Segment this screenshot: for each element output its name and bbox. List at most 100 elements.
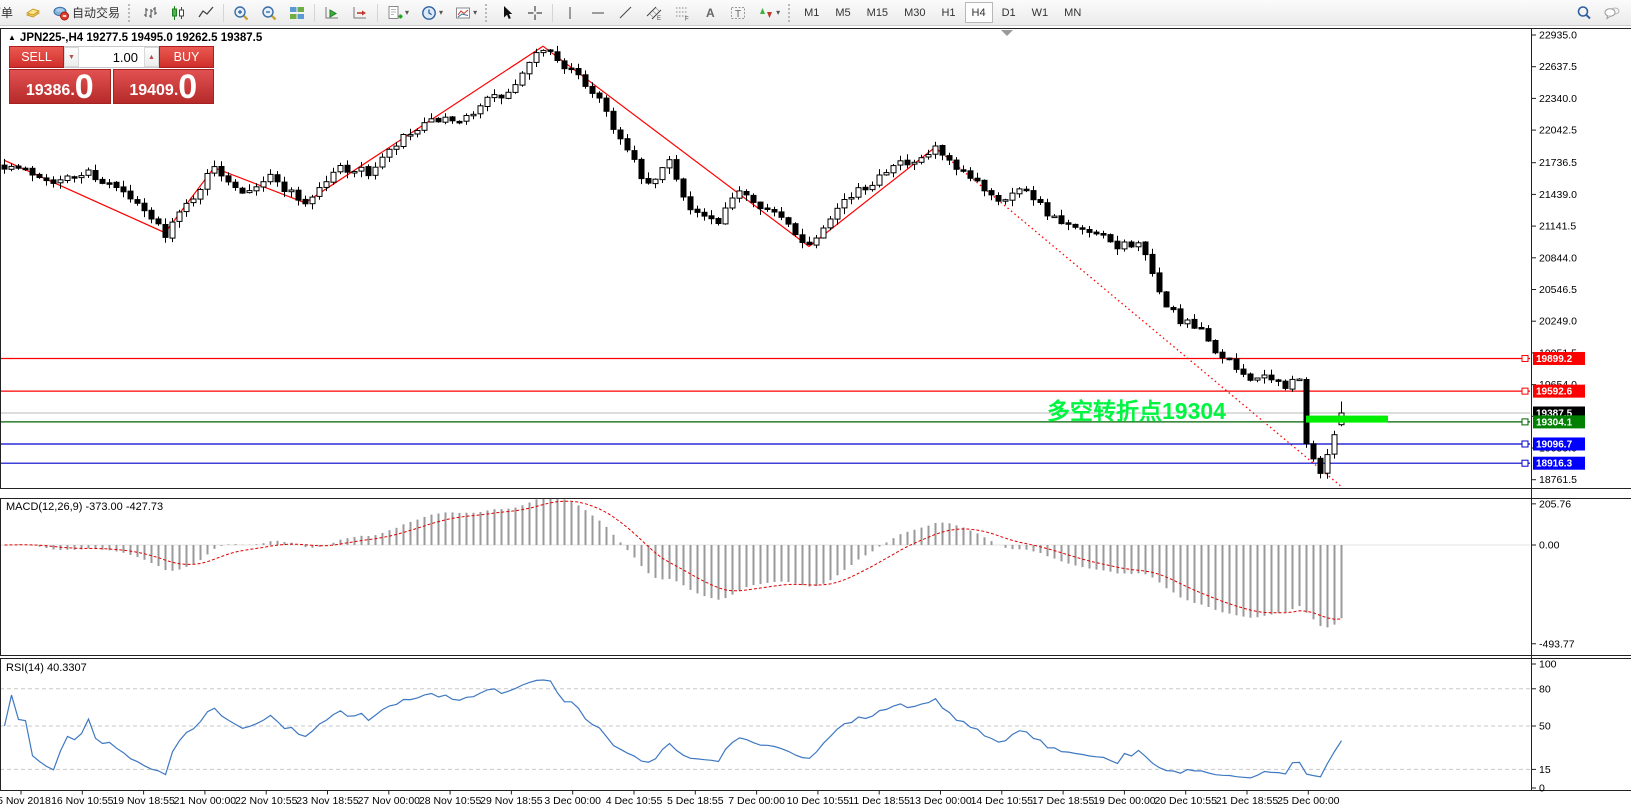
chat-button[interactable] xyxy=(1599,2,1625,23)
volume-increase-button[interactable]: ▲ xyxy=(144,47,159,67)
buy-button[interactable]: BUY xyxy=(159,46,214,68)
auto-scroll-button[interactable] xyxy=(319,2,345,23)
chat-icon xyxy=(1604,5,1620,21)
candle xyxy=(407,134,414,137)
svg-text:22637.5: 22637.5 xyxy=(1539,61,1577,73)
text-label-button[interactable]: T xyxy=(725,2,751,23)
candle xyxy=(1184,319,1191,325)
vertical-line-button[interactable] xyxy=(557,2,583,23)
tile-windows-button[interactable] xyxy=(284,2,310,23)
main-chart-layer: 多空转折点19304 xyxy=(1,45,1530,487)
chart-shift-marker[interactable] xyxy=(1001,30,1013,36)
chart-shift-button[interactable] xyxy=(347,2,373,23)
candle xyxy=(1303,379,1310,444)
candles-layer xyxy=(1,45,1345,479)
crosshair-button[interactable] xyxy=(522,2,548,23)
zoom-in-button[interactable] xyxy=(228,2,254,23)
candle xyxy=(400,134,407,147)
candle xyxy=(568,67,575,71)
tab-timeframe-m5[interactable]: M5 xyxy=(828,2,857,23)
horizontal-line-button[interactable] xyxy=(585,2,611,23)
macd-layer xyxy=(1,499,1530,628)
svg-text:27 Nov 00:00: 27 Nov 00:00 xyxy=(358,795,421,807)
fibonacci-icon: F xyxy=(674,5,690,21)
trendline-button[interactable] xyxy=(613,2,639,23)
candle xyxy=(211,166,218,174)
candle xyxy=(890,165,897,174)
fibonacci-button[interactable]: F xyxy=(669,2,695,23)
candle xyxy=(484,96,491,108)
candle xyxy=(92,170,99,181)
svg-text:19899.2: 19899.2 xyxy=(1536,354,1573,365)
candle xyxy=(1282,380,1289,389)
toolbar-drag-handle[interactable] xyxy=(788,3,794,22)
text-button[interactable]: A xyxy=(697,2,723,23)
svg-text:19387.5: 19387.5 xyxy=(1536,408,1573,419)
candle xyxy=(22,167,29,171)
bar-chart-button[interactable] xyxy=(137,2,163,23)
candle xyxy=(1051,215,1058,219)
tab-timeframe-mn[interactable]: MN xyxy=(1057,2,1088,23)
cursor-icon xyxy=(499,5,515,21)
search-button[interactable] xyxy=(1571,2,1597,23)
collapse-triangle-icon[interactable]: ▲ xyxy=(8,33,16,42)
autotrading-button[interactable]: 自动交易 xyxy=(48,2,125,23)
svg-text:7 Dec 00:00: 7 Dec 00:00 xyxy=(728,795,785,807)
candle xyxy=(176,211,183,222)
candle xyxy=(134,199,141,204)
candle xyxy=(519,72,526,86)
toolbar-drag-handle[interactable] xyxy=(128,3,134,22)
candle xyxy=(1275,379,1282,382)
sell-price-display[interactable]: 19386. 0 xyxy=(9,69,111,104)
tab-timeframe-m1[interactable]: M1 xyxy=(797,2,826,23)
buy-price-dot: . xyxy=(173,82,179,99)
candle xyxy=(197,189,204,200)
text-icon: A xyxy=(702,5,718,21)
line-chart-button[interactable] xyxy=(193,2,219,23)
periods-button[interactable]: ▾ xyxy=(416,2,448,23)
volume-decrease-button[interactable]: ▼ xyxy=(64,47,79,67)
candle xyxy=(1268,374,1275,381)
buy-price-int: 19409 xyxy=(129,82,174,99)
tab-timeframe-h4[interactable]: H4 xyxy=(964,2,993,23)
level-handle-square xyxy=(1521,354,1529,362)
candle xyxy=(645,178,652,184)
candle xyxy=(15,165,22,169)
zoom-out-button[interactable] xyxy=(256,2,282,23)
tab-timeframe-m30[interactable]: M30 xyxy=(897,2,932,23)
sell-button[interactable]: SELL xyxy=(9,46,64,68)
candle xyxy=(379,156,386,168)
shapes-button[interactable]: ▾ xyxy=(753,2,785,23)
candle xyxy=(169,221,176,239)
svg-text:14 Dec 10:55: 14 Dec 10:55 xyxy=(971,795,1034,807)
vertical-line-icon xyxy=(562,5,578,21)
price-axis[interactable]: 22935.0 22637.5 22340.0 22042.5 21736.5 21439… xyxy=(1521,30,1585,795)
new-order-button[interactable]: 下单 xyxy=(0,2,18,23)
tab-timeframe-d1[interactable]: D1 xyxy=(995,2,1023,23)
volume-input[interactable]: 1.00 xyxy=(112,49,138,65)
sell-price-frac: 0 xyxy=(74,68,94,106)
candle xyxy=(323,181,330,188)
candle xyxy=(533,52,540,63)
tab-timeframe-h1[interactable]: H1 xyxy=(934,2,962,23)
candle xyxy=(253,186,260,192)
notes-button[interactable] xyxy=(20,2,46,23)
candle xyxy=(666,159,673,169)
candle xyxy=(155,218,162,225)
toolbar-drag-handle[interactable] xyxy=(485,3,491,22)
candlestick-chart-button[interactable] xyxy=(165,2,191,23)
candle xyxy=(1135,242,1142,248)
candle xyxy=(911,161,918,165)
channel-button[interactable]: E xyxy=(641,2,667,23)
timeframe-toolbar: M1 M5 M15 M30 H1 H4 D1 W1 MN xyxy=(796,2,1089,23)
candle xyxy=(288,189,295,193)
cursor-button[interactable] xyxy=(494,2,520,23)
buy-price-display[interactable]: 19409. 0 xyxy=(112,69,214,104)
tab-timeframe-w1[interactable]: W1 xyxy=(1025,2,1056,23)
templates-button[interactable]: ▾ xyxy=(450,2,482,23)
indicators-button[interactable]: ▾ xyxy=(382,2,414,23)
tab-timeframe-m15[interactable]: M15 xyxy=(860,2,895,23)
candle xyxy=(855,187,862,198)
